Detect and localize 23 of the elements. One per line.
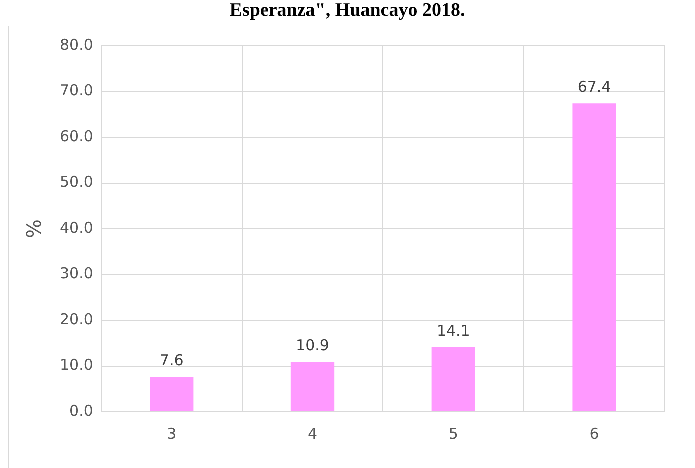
y-tick-label: 40.0 xyxy=(60,218,94,237)
x-tick-label: 6 xyxy=(590,424,600,443)
bar xyxy=(150,377,194,412)
bar xyxy=(572,104,616,412)
y-tick-label: 80.0 xyxy=(60,36,94,54)
x-tick-label: 3 xyxy=(167,424,177,443)
y-tick-label: 20.0 xyxy=(60,310,94,328)
data-label: 67.4 xyxy=(578,78,612,96)
y-tick-label: 30.0 xyxy=(60,264,94,283)
data-label: 7.6 xyxy=(160,352,184,370)
y-axis-title: % xyxy=(22,219,46,239)
x-tick-label: 5 xyxy=(448,424,458,443)
y-tick-label: 10.0 xyxy=(60,356,94,374)
data-label: 10.9 xyxy=(296,336,330,355)
bar xyxy=(290,362,335,412)
y-tick-label: 60.0 xyxy=(60,127,94,146)
bar xyxy=(432,347,476,412)
y-tick-label: 0.0 xyxy=(70,402,94,420)
x-tick-label: 4 xyxy=(308,424,318,443)
chart-title: Esperanza", Huancayo 2018. xyxy=(228,0,466,22)
data-label: 14.1 xyxy=(436,322,470,340)
y-tick-label: 50.0 xyxy=(60,173,94,192)
y-tick-label: 70.0 xyxy=(60,82,94,100)
